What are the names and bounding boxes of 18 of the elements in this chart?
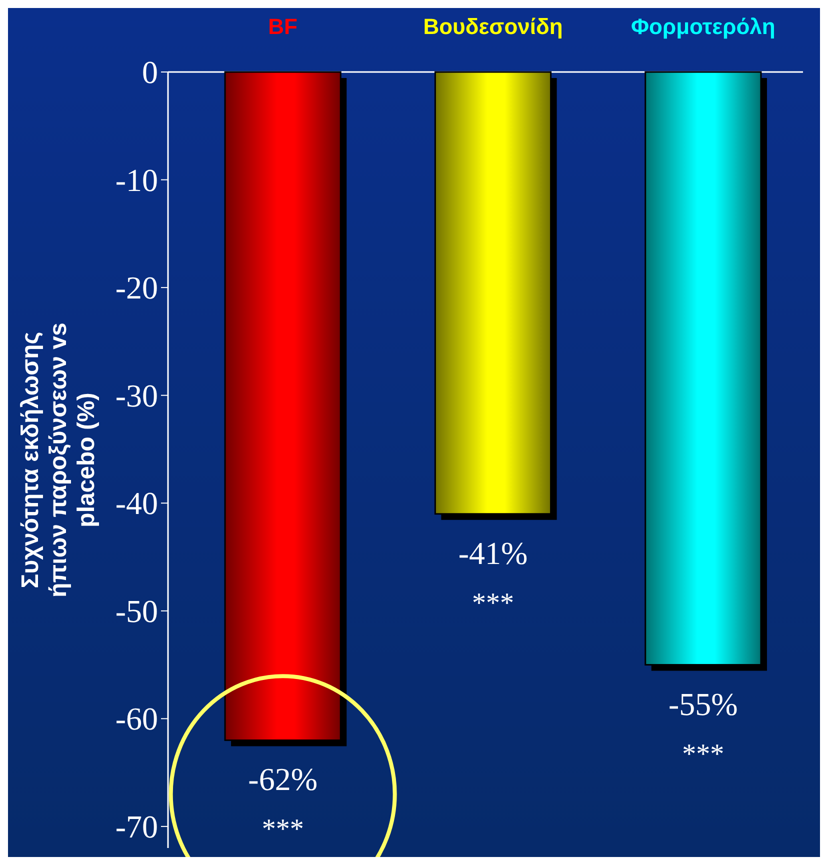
- data-label: -55%: [668, 686, 738, 722]
- y-tick-label: -70: [115, 808, 158, 844]
- data-label: -62%: [248, 761, 318, 798]
- annotation: ***: [682, 738, 724, 770]
- y-tick-label: -40: [115, 485, 158, 522]
- x-tick-label: Φορμοτερόλη: [630, 14, 776, 39]
- y-tick-label: -20: [115, 270, 158, 306]
- data-label: -41%: [458, 534, 528, 571]
- y-tick-label: -50: [115, 592, 158, 629]
- annotation: ***: [472, 588, 514, 619]
- annotation: ***: [262, 814, 304, 846]
- x-tick-label: BF: [268, 14, 298, 39]
- x-tick-label: Βουδεσονίδη: [423, 14, 563, 39]
- y-tick-label: -60: [115, 700, 158, 737]
- y-axis-title: Συχνότητα εκδήλωσης ήπιων παροξύνσεων vs placebo (%): [17, 322, 100, 598]
- y-tick-label: -30: [115, 377, 158, 414]
- y-tick-label: 0: [142, 54, 158, 90]
- y-tick-label: -10: [115, 162, 158, 198]
